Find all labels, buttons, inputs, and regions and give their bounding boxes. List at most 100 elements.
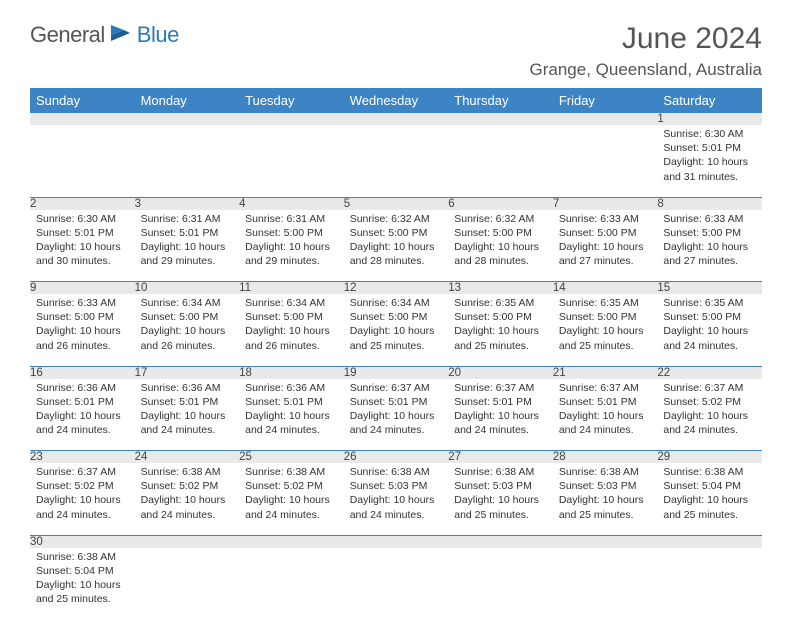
day-cell: Sunrise: 6:36 AMSunset: 5:01 PMDaylight:…	[30, 379, 135, 451]
daylight-text: and 24 minutes.	[141, 423, 234, 437]
daylight-text: and 28 minutes.	[454, 254, 547, 268]
day-number: 4	[239, 197, 344, 210]
weekday-header: Thursday	[448, 88, 553, 113]
daylight-text: Daylight: 10 hours	[36, 409, 129, 423]
day-number-row: 30	[30, 535, 762, 548]
day-cell: Sunrise: 6:35 AMSunset: 5:00 PMDaylight:…	[657, 294, 762, 366]
daylight-text: and 25 minutes.	[36, 592, 129, 606]
weekday-header: Sunday	[30, 88, 135, 113]
day-number: 19	[344, 366, 449, 379]
day-cell: Sunrise: 6:34 AMSunset: 5:00 PMDaylight:…	[344, 294, 449, 366]
day-cell-content: Sunrise: 6:34 AMSunset: 5:00 PMDaylight:…	[344, 294, 449, 357]
sunset-text: Sunset: 5:02 PM	[663, 395, 756, 409]
day-number: 17	[135, 366, 240, 379]
sunrise-text: Sunrise: 6:36 AM	[36, 381, 129, 395]
day-number-row: 9101112131415	[30, 282, 762, 295]
daylight-text: and 25 minutes.	[350, 339, 443, 353]
day-cell: Sunrise: 6:33 AMSunset: 5:00 PMDaylight:…	[553, 210, 658, 282]
daylight-text: Daylight: 10 hours	[454, 493, 547, 507]
daylight-text: and 24 minutes.	[36, 508, 129, 522]
sunset-text: Sunset: 5:00 PM	[36, 310, 129, 324]
day-number	[553, 113, 658, 125]
day-cell	[239, 548, 344, 620]
sunset-text: Sunset: 5:01 PM	[141, 226, 234, 240]
day-cell-content: Sunrise: 6:37 AMSunset: 5:02 PMDaylight:…	[657, 379, 762, 442]
daylight-text: and 30 minutes.	[36, 254, 129, 268]
day-cell	[448, 125, 553, 197]
day-cell: Sunrise: 6:35 AMSunset: 5:00 PMDaylight:…	[553, 294, 658, 366]
day-number: 9	[30, 282, 135, 295]
day-cell: Sunrise: 6:37 AMSunset: 5:01 PMDaylight:…	[344, 379, 449, 451]
sunset-text: Sunset: 5:03 PM	[350, 479, 443, 493]
sunrise-text: Sunrise: 6:32 AM	[350, 212, 443, 226]
sunset-text: Sunset: 5:00 PM	[663, 226, 756, 240]
day-cell: Sunrise: 6:36 AMSunset: 5:01 PMDaylight:…	[239, 379, 344, 451]
day-cell: Sunrise: 6:33 AMSunset: 5:00 PMDaylight:…	[30, 294, 135, 366]
day-number: 30	[30, 535, 135, 548]
day-cell-content: Sunrise: 6:34 AMSunset: 5:00 PMDaylight:…	[239, 294, 344, 357]
daylight-text: Daylight: 10 hours	[350, 240, 443, 254]
daylight-text: Daylight: 10 hours	[559, 324, 652, 338]
day-number: 1	[657, 113, 762, 125]
day-number	[553, 535, 658, 548]
day-cell	[448, 548, 553, 620]
daylight-text: Daylight: 10 hours	[141, 240, 234, 254]
day-number	[239, 113, 344, 125]
day-cell-content: Sunrise: 6:38 AMSunset: 5:03 PMDaylight:…	[344, 463, 449, 526]
day-cell	[553, 548, 658, 620]
day-cell-content: Sunrise: 6:33 AMSunset: 5:00 PMDaylight:…	[657, 210, 762, 273]
sunset-text: Sunset: 5:00 PM	[454, 226, 547, 240]
sunset-text: Sunset: 5:00 PM	[350, 226, 443, 240]
day-cell	[135, 125, 240, 197]
day-cell	[344, 125, 449, 197]
day-number: 18	[239, 366, 344, 379]
weekday-header: Monday	[135, 88, 240, 113]
daylight-text: and 25 minutes.	[454, 339, 547, 353]
day-cell-content: Sunrise: 6:34 AMSunset: 5:00 PMDaylight:…	[135, 294, 240, 357]
day-cell-content: Sunrise: 6:32 AMSunset: 5:00 PMDaylight:…	[448, 210, 553, 273]
day-cell: Sunrise: 6:38 AMSunset: 5:04 PMDaylight:…	[657, 463, 762, 535]
sunrise-text: Sunrise: 6:38 AM	[454, 465, 547, 479]
sunset-text: Sunset: 5:02 PM	[141, 479, 234, 493]
sunset-text: Sunset: 5:04 PM	[663, 479, 756, 493]
day-number	[30, 113, 135, 125]
day-cell-content: Sunrise: 6:35 AMSunset: 5:00 PMDaylight:…	[448, 294, 553, 357]
daylight-text: Daylight: 10 hours	[245, 409, 338, 423]
day-cell: Sunrise: 6:30 AMSunset: 5:01 PMDaylight:…	[30, 210, 135, 282]
daylight-text: and 25 minutes.	[559, 339, 652, 353]
day-cell-content: Sunrise: 6:38 AMSunset: 5:03 PMDaylight:…	[448, 463, 553, 526]
day-cell-content: Sunrise: 6:33 AMSunset: 5:00 PMDaylight:…	[30, 294, 135, 357]
sunrise-text: Sunrise: 6:37 AM	[454, 381, 547, 395]
day-number: 10	[135, 282, 240, 295]
day-cell: Sunrise: 6:34 AMSunset: 5:00 PMDaylight:…	[239, 294, 344, 366]
sunset-text: Sunset: 5:04 PM	[36, 564, 129, 578]
daylight-text: Daylight: 10 hours	[36, 240, 129, 254]
day-cell: Sunrise: 6:38 AMSunset: 5:02 PMDaylight:…	[239, 463, 344, 535]
day-cell	[30, 125, 135, 197]
day-cell-content: Sunrise: 6:31 AMSunset: 5:00 PMDaylight:…	[239, 210, 344, 273]
daylight-text: Daylight: 10 hours	[245, 240, 338, 254]
location: Grange, Queensland, Australia	[530, 60, 762, 80]
sunrise-text: Sunrise: 6:35 AM	[663, 296, 756, 310]
day-cell: Sunrise: 6:31 AMSunset: 5:01 PMDaylight:…	[135, 210, 240, 282]
sunrise-text: Sunrise: 6:33 AM	[36, 296, 129, 310]
day-content-row: Sunrise: 6:38 AMSunset: 5:04 PMDaylight:…	[30, 548, 762, 620]
sunset-text: Sunset: 5:01 PM	[245, 395, 338, 409]
weekday-header: Saturday	[657, 88, 762, 113]
sunrise-text: Sunrise: 6:33 AM	[663, 212, 756, 226]
day-cell: Sunrise: 6:35 AMSunset: 5:00 PMDaylight:…	[448, 294, 553, 366]
day-cell: Sunrise: 6:38 AMSunset: 5:03 PMDaylight:…	[448, 463, 553, 535]
day-number	[448, 535, 553, 548]
daylight-text: Daylight: 10 hours	[36, 324, 129, 338]
calendar-table: Sunday Monday Tuesday Wednesday Thursday…	[30, 88, 762, 620]
daylight-text: and 25 minutes.	[559, 508, 652, 522]
daylight-text: and 29 minutes.	[141, 254, 234, 268]
day-cell: Sunrise: 6:37 AMSunset: 5:01 PMDaylight:…	[553, 379, 658, 451]
day-content-row: Sunrise: 6:36 AMSunset: 5:01 PMDaylight:…	[30, 379, 762, 451]
day-cell-content: Sunrise: 6:36 AMSunset: 5:01 PMDaylight:…	[239, 379, 344, 442]
daylight-text: Daylight: 10 hours	[36, 578, 129, 592]
day-content-row: Sunrise: 6:33 AMSunset: 5:00 PMDaylight:…	[30, 294, 762, 366]
day-cell: Sunrise: 6:38 AMSunset: 5:03 PMDaylight:…	[344, 463, 449, 535]
sunset-text: Sunset: 5:01 PM	[141, 395, 234, 409]
daylight-text: and 27 minutes.	[663, 254, 756, 268]
